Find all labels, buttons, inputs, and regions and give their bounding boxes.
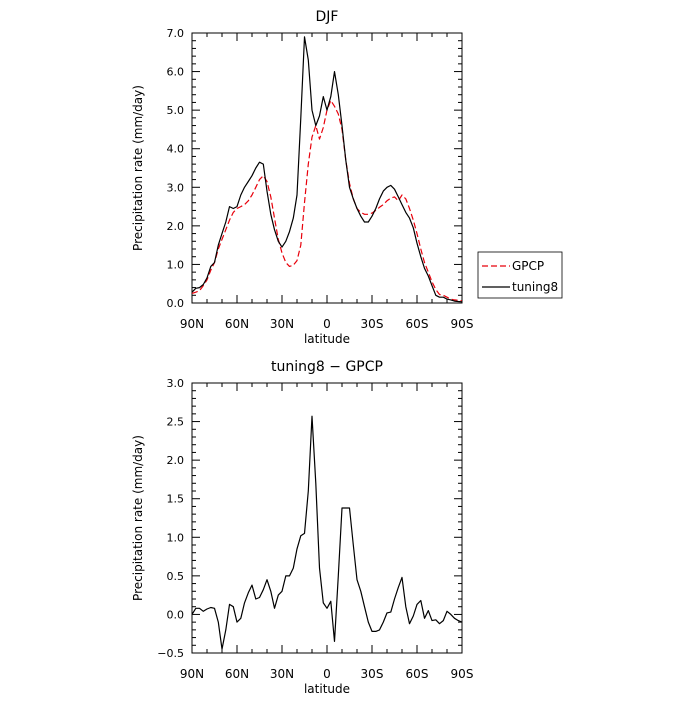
x-tick-label: 90N	[180, 667, 204, 681]
x-tick-label: 60S	[406, 667, 429, 681]
x-tick-label: 60S	[406, 317, 429, 331]
x-tick-label: 30N	[270, 317, 294, 331]
plot-frame	[191, 32, 463, 304]
y-tick-label: 3.0	[167, 377, 185, 390]
plot-frame	[191, 382, 463, 654]
x-tick-label: 90N	[180, 317, 204, 331]
x-tick-label: 30S	[361, 667, 384, 681]
y-tick-label: 0.0	[167, 297, 185, 310]
y-axis-label: Precipitation rate (mm/day)	[131, 85, 145, 251]
x-tick-label: 90S	[451, 667, 474, 681]
legend: GPCP tuning8	[477, 251, 563, 299]
y-axis-label: Precipitation rate (mm/day)	[131, 435, 145, 601]
x-tick-label: 0	[323, 667, 331, 681]
y-tick-label: 1.0	[167, 531, 185, 544]
y-tick-label: 6.0	[167, 66, 185, 79]
y-tick-label: 0.5	[167, 570, 185, 583]
y-tick-label: −0.5	[157, 647, 184, 660]
y-tick-label: 3.0	[167, 181, 185, 194]
x-axis-label: latitude	[304, 332, 350, 346]
x-tick-label: 30N	[270, 667, 294, 681]
y-tick-label: 1.0	[167, 258, 185, 271]
chart-title: tuning8 − GPCP	[271, 359, 383, 375]
x-tick-label: 0	[323, 317, 331, 331]
y-tick-label: 2.5	[167, 416, 185, 429]
series-line-tuning8	[192, 36, 462, 303]
y-tick-label: 1.5	[167, 493, 185, 506]
x-axis-label: latitude	[304, 682, 350, 696]
x-tick-label: 60N	[225, 317, 249, 331]
y-tick-label: 0.0	[167, 608, 185, 621]
series-line-gpcp	[192, 99, 462, 302]
chart-panel-1: DJF 0.0 1.0 2.0 3.0 4.0 5.0 6.0 7.0 90N 60N 30N 0 30S…	[131, 9, 563, 346]
series-line-difference	[192, 415, 462, 650]
y-tick-label: 2.0	[167, 454, 185, 467]
legend-box	[477, 251, 563, 299]
x-tick-label: 60N	[225, 667, 249, 681]
y-tick-label: 4.0	[167, 143, 185, 156]
y-tick-label: 2.0	[167, 220, 185, 233]
legend-label: GPCP	[512, 259, 544, 273]
y-tick-label: 7.0	[167, 27, 185, 40]
x-tick-label: 90S	[451, 317, 474, 331]
x-tick-label: 30S	[361, 317, 384, 331]
chart-title: DJF	[316, 9, 339, 25]
legend-label: tuning8	[512, 280, 558, 294]
chart-panel-2: tuning8 − GPCP −0.5 0.0 0.5 1.0 1.5 2.0 2.5 3.0 9…	[131, 359, 473, 696]
y-tick-label: 5.0	[167, 104, 185, 117]
